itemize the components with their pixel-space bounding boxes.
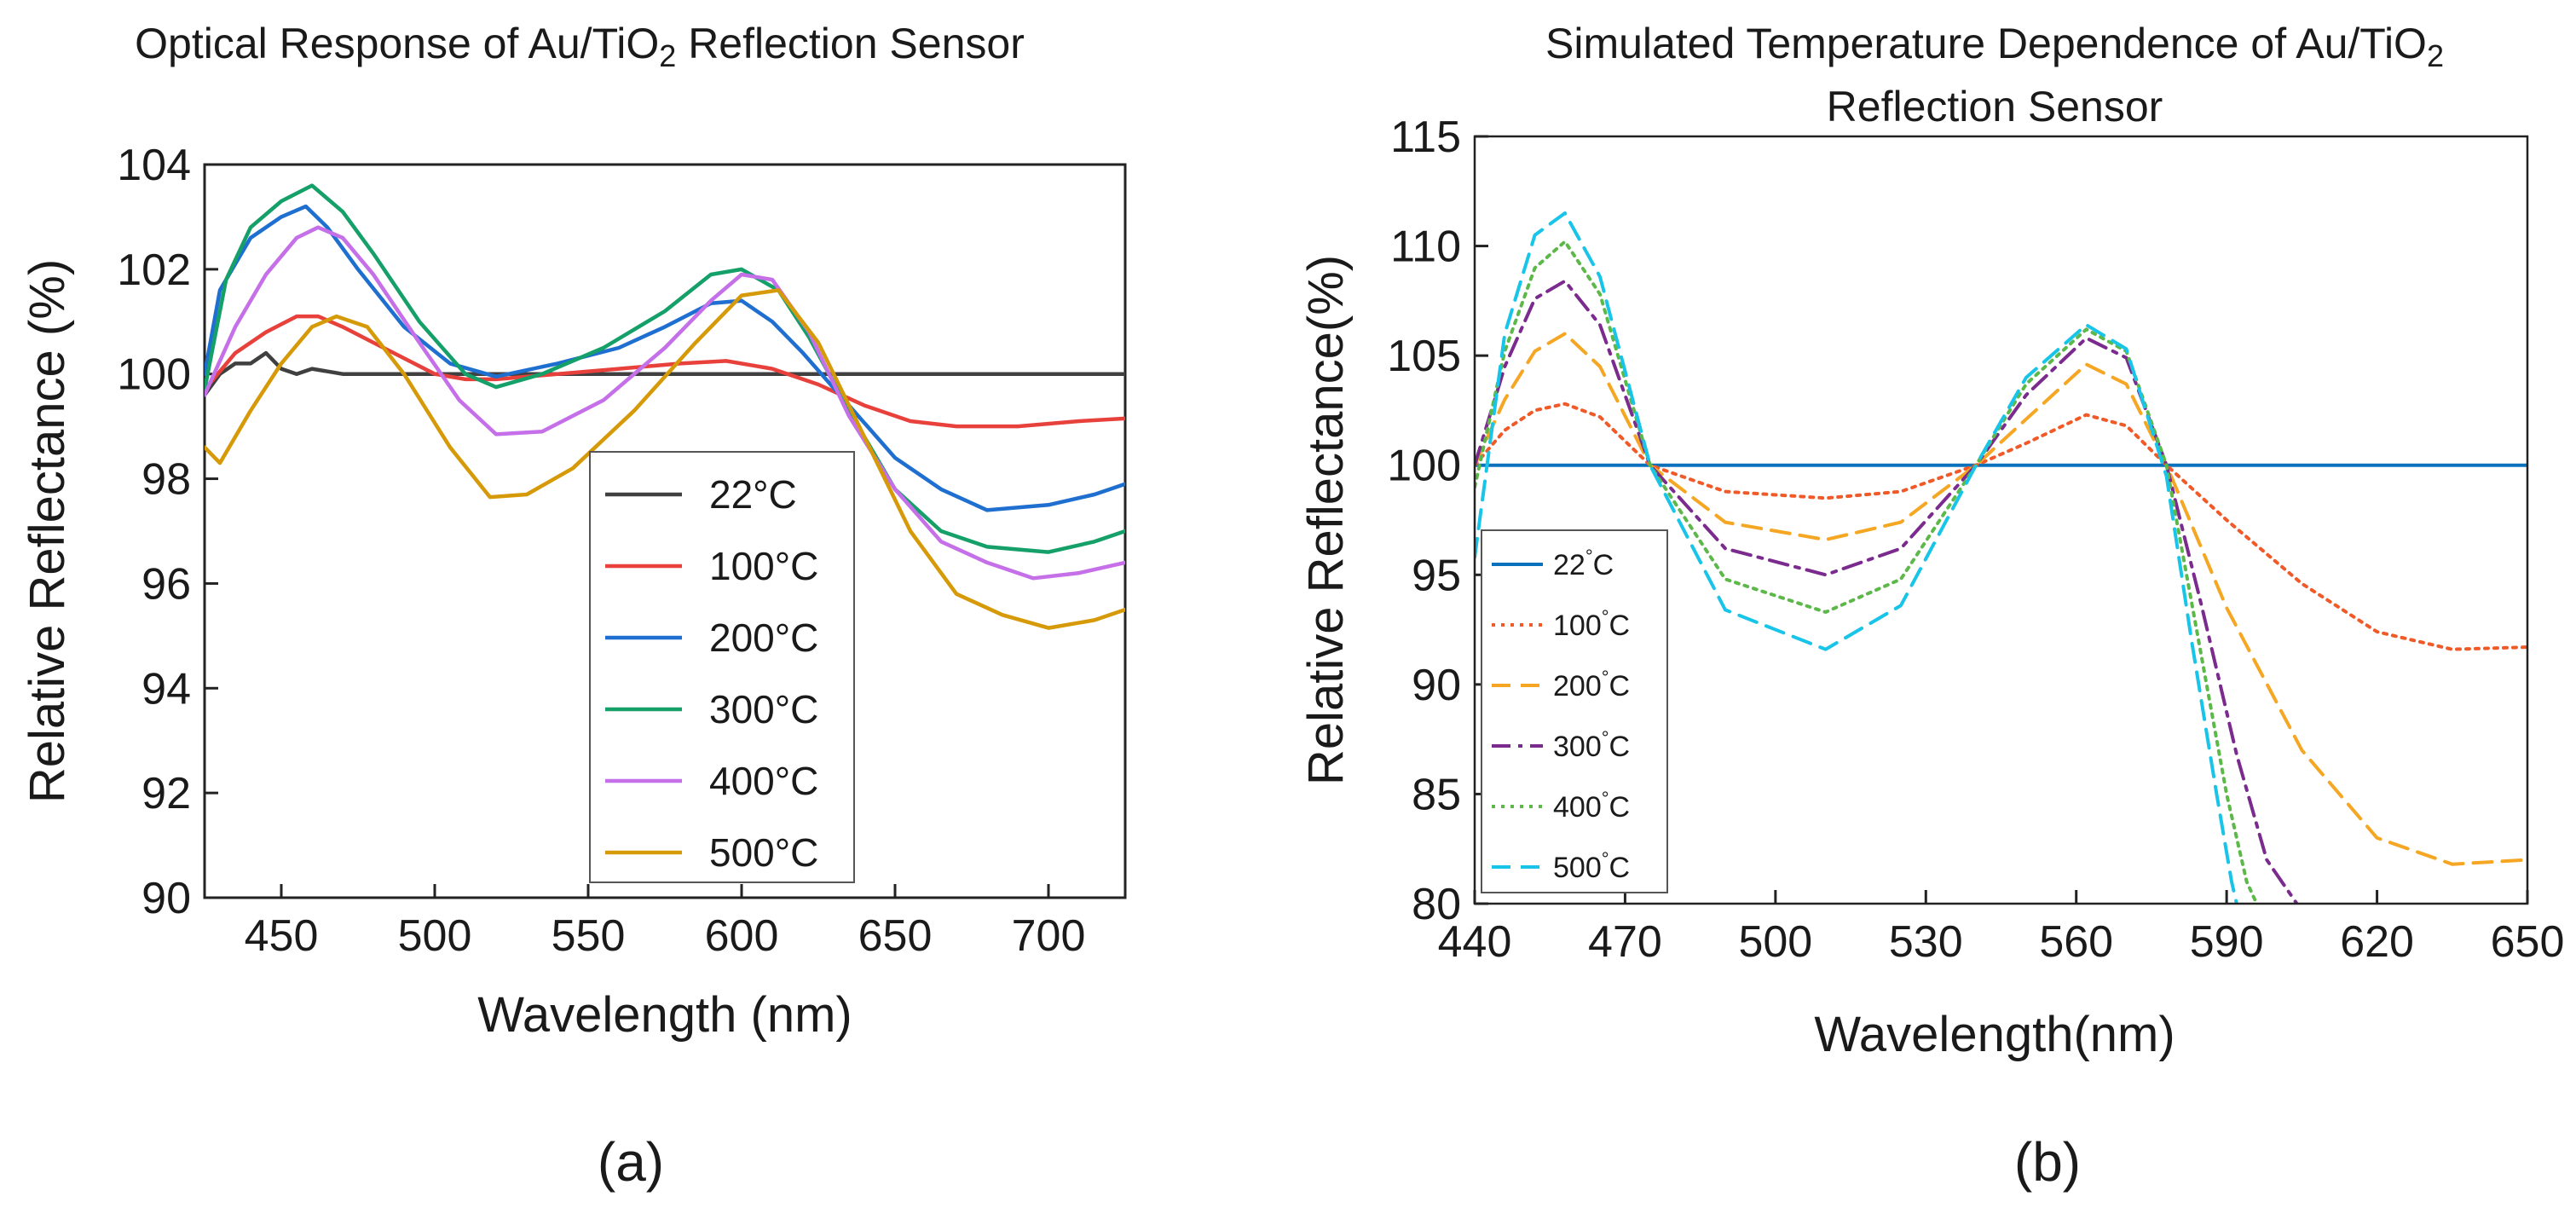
chart-b-y-tick-label: 90 bbox=[1412, 661, 1461, 710]
chart-b-legend: 22°C 100°C 200°C 300°C 400°C 500°C bbox=[1481, 529, 1668, 893]
chart-b-y-tick-label: 95 bbox=[1412, 551, 1461, 600]
chart-a-y-axis-label: Relative Reflectance (%) bbox=[20, 259, 75, 803]
chart-b-x-tick-label: 500 bbox=[1738, 917, 1812, 967]
chart-b-y-tick-label: 80 bbox=[1412, 880, 1461, 929]
chart-b-title-line1: Simulated Temperature Dependence of Au/T… bbox=[1545, 20, 2444, 73]
chart-b-x-ticks: 440 470 500 530 560 590 620 650 bbox=[1438, 890, 2565, 967]
chart-b-y-tick-label: 100 bbox=[1387, 442, 1461, 491]
chart-b-legend-label: 100°C bbox=[1553, 606, 1630, 642]
chart-b-x-tick-label: 650 bbox=[2491, 917, 2565, 967]
chart-b-plot-frame bbox=[1473, 135, 2529, 905]
chart-b-x-tick-label: 560 bbox=[2039, 917, 2113, 967]
chart-b-legend-label: 400°C bbox=[1553, 788, 1630, 824]
chart-a-x-ticks: 450 500 550 600 650 700 bbox=[245, 884, 1086, 961]
chart-b-y-tick-label: 115 bbox=[1390, 113, 1461, 162]
chart-a-y-tick-label: 92 bbox=[142, 769, 191, 818]
chart-a-y-tick-label: 98 bbox=[142, 455, 191, 505]
chart-a-x-tick-label: 650 bbox=[858, 911, 933, 961]
chart-a-series-line bbox=[205, 314, 1125, 429]
chart-b-series-line bbox=[1475, 211, 2238, 904]
chart-a: Optical Response of Au/TiO2 Reflection S… bbox=[20, 20, 1127, 1193]
chart-a-legend-box bbox=[589, 451, 855, 883]
chart-a-panel-label: (a) bbox=[598, 1131, 664, 1193]
chart-a-y-tick-label: 100 bbox=[117, 350, 191, 400]
chart-a-y-ticks: 90 92 94 96 98 100 102 104 bbox=[117, 141, 218, 923]
chart-a-legend-label: 400°C bbox=[709, 759, 818, 803]
chart-b-x-tick-label: 470 bbox=[1588, 917, 1662, 967]
chart-a-legend-label: 22°C bbox=[709, 472, 797, 517]
chart-a-y-tick-label: 90 bbox=[142, 874, 191, 923]
chart-b-series bbox=[1475, 211, 2527, 904]
chart-a-series bbox=[205, 183, 1125, 630]
chart-b-y-tick-label: 105 bbox=[1387, 332, 1461, 381]
chart-b-title-line2: Reflection Sensor bbox=[1827, 83, 2163, 130]
chart-a-legend-label: 300°C bbox=[709, 687, 818, 731]
chart-b-legend-box bbox=[1481, 529, 1668, 893]
chart-a-series-line bbox=[205, 204, 1125, 512]
chart-b-panel-label: (b) bbox=[2014, 1131, 2081, 1193]
chart-a-y-tick-label: 104 bbox=[117, 141, 191, 190]
chart-b-series-line bbox=[1475, 332, 2527, 866]
chart-b-y-ticks: 80 85 90 95 100 105 110 115 bbox=[1387, 113, 1488, 929]
chart-b-x-axis-label: Wavelength(nm) bbox=[1814, 1007, 2175, 1062]
chart-b-x-tick-label: 440 bbox=[1438, 917, 1512, 967]
chart-b-series-line bbox=[1475, 279, 2299, 904]
chart-a-x-tick-label: 600 bbox=[705, 911, 779, 961]
chart-b-x-tick-label: 590 bbox=[2190, 917, 2264, 967]
chart-b-y-axis-label: Relative Reflectance(%) bbox=[1298, 255, 1354, 785]
chart-b: Simulated Temperature Dependence of Au/T… bbox=[1298, 20, 2564, 1193]
chart-b-legend-label: 22°C bbox=[1553, 546, 1614, 581]
chart-a-series-line bbox=[205, 350, 1125, 397]
chart-a-x-axis-label: Wavelength (nm) bbox=[477, 987, 852, 1043]
chart-a-y-tick-label: 96 bbox=[142, 559, 191, 609]
chart-b-legend-label: 300°C bbox=[1553, 727, 1630, 763]
chart-b-legend-label: 200°C bbox=[1553, 667, 1630, 702]
chart-a-y-tick-label: 102 bbox=[117, 246, 191, 295]
chart-a-x-tick-label: 700 bbox=[1012, 911, 1086, 961]
chart-a-legend-label: 500°C bbox=[709, 830, 818, 875]
chart-a-x-tick-label: 550 bbox=[552, 911, 626, 961]
chart-b-legend-label: 500°C bbox=[1553, 848, 1630, 884]
chart-b-x-tick-label: 620 bbox=[2340, 917, 2414, 967]
chart-b-series-line bbox=[1475, 240, 2259, 904]
chart-a-series-line bbox=[205, 225, 1125, 581]
chart-a-x-tick-label: 450 bbox=[245, 911, 319, 961]
chart-b-y-tick-label: 110 bbox=[1390, 223, 1461, 272]
chart-a-y-tick-label: 94 bbox=[142, 664, 191, 714]
chart-a-series-line bbox=[205, 183, 1125, 554]
chart-b-y-tick-label: 85 bbox=[1412, 770, 1461, 819]
chart-b-x-tick-label: 530 bbox=[1889, 917, 1963, 967]
chart-a-title: Optical Response of Au/TiO2 Reflection S… bbox=[135, 20, 1025, 73]
chart-a-series-line bbox=[205, 288, 1125, 630]
chart-a-legend-label: 200°C bbox=[709, 616, 818, 660]
chart-a-x-tick-label: 500 bbox=[398, 911, 472, 961]
chart-a-legend-label: 100°C bbox=[709, 544, 818, 588]
chart-a-legend: 22°C 100°C 200°C 300°C 400°C 500°C bbox=[589, 451, 855, 883]
